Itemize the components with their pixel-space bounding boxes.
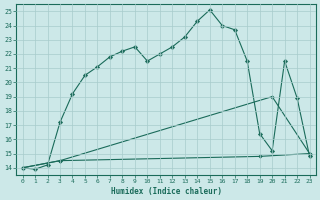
- X-axis label: Humidex (Indice chaleur): Humidex (Indice chaleur): [111, 187, 221, 196]
